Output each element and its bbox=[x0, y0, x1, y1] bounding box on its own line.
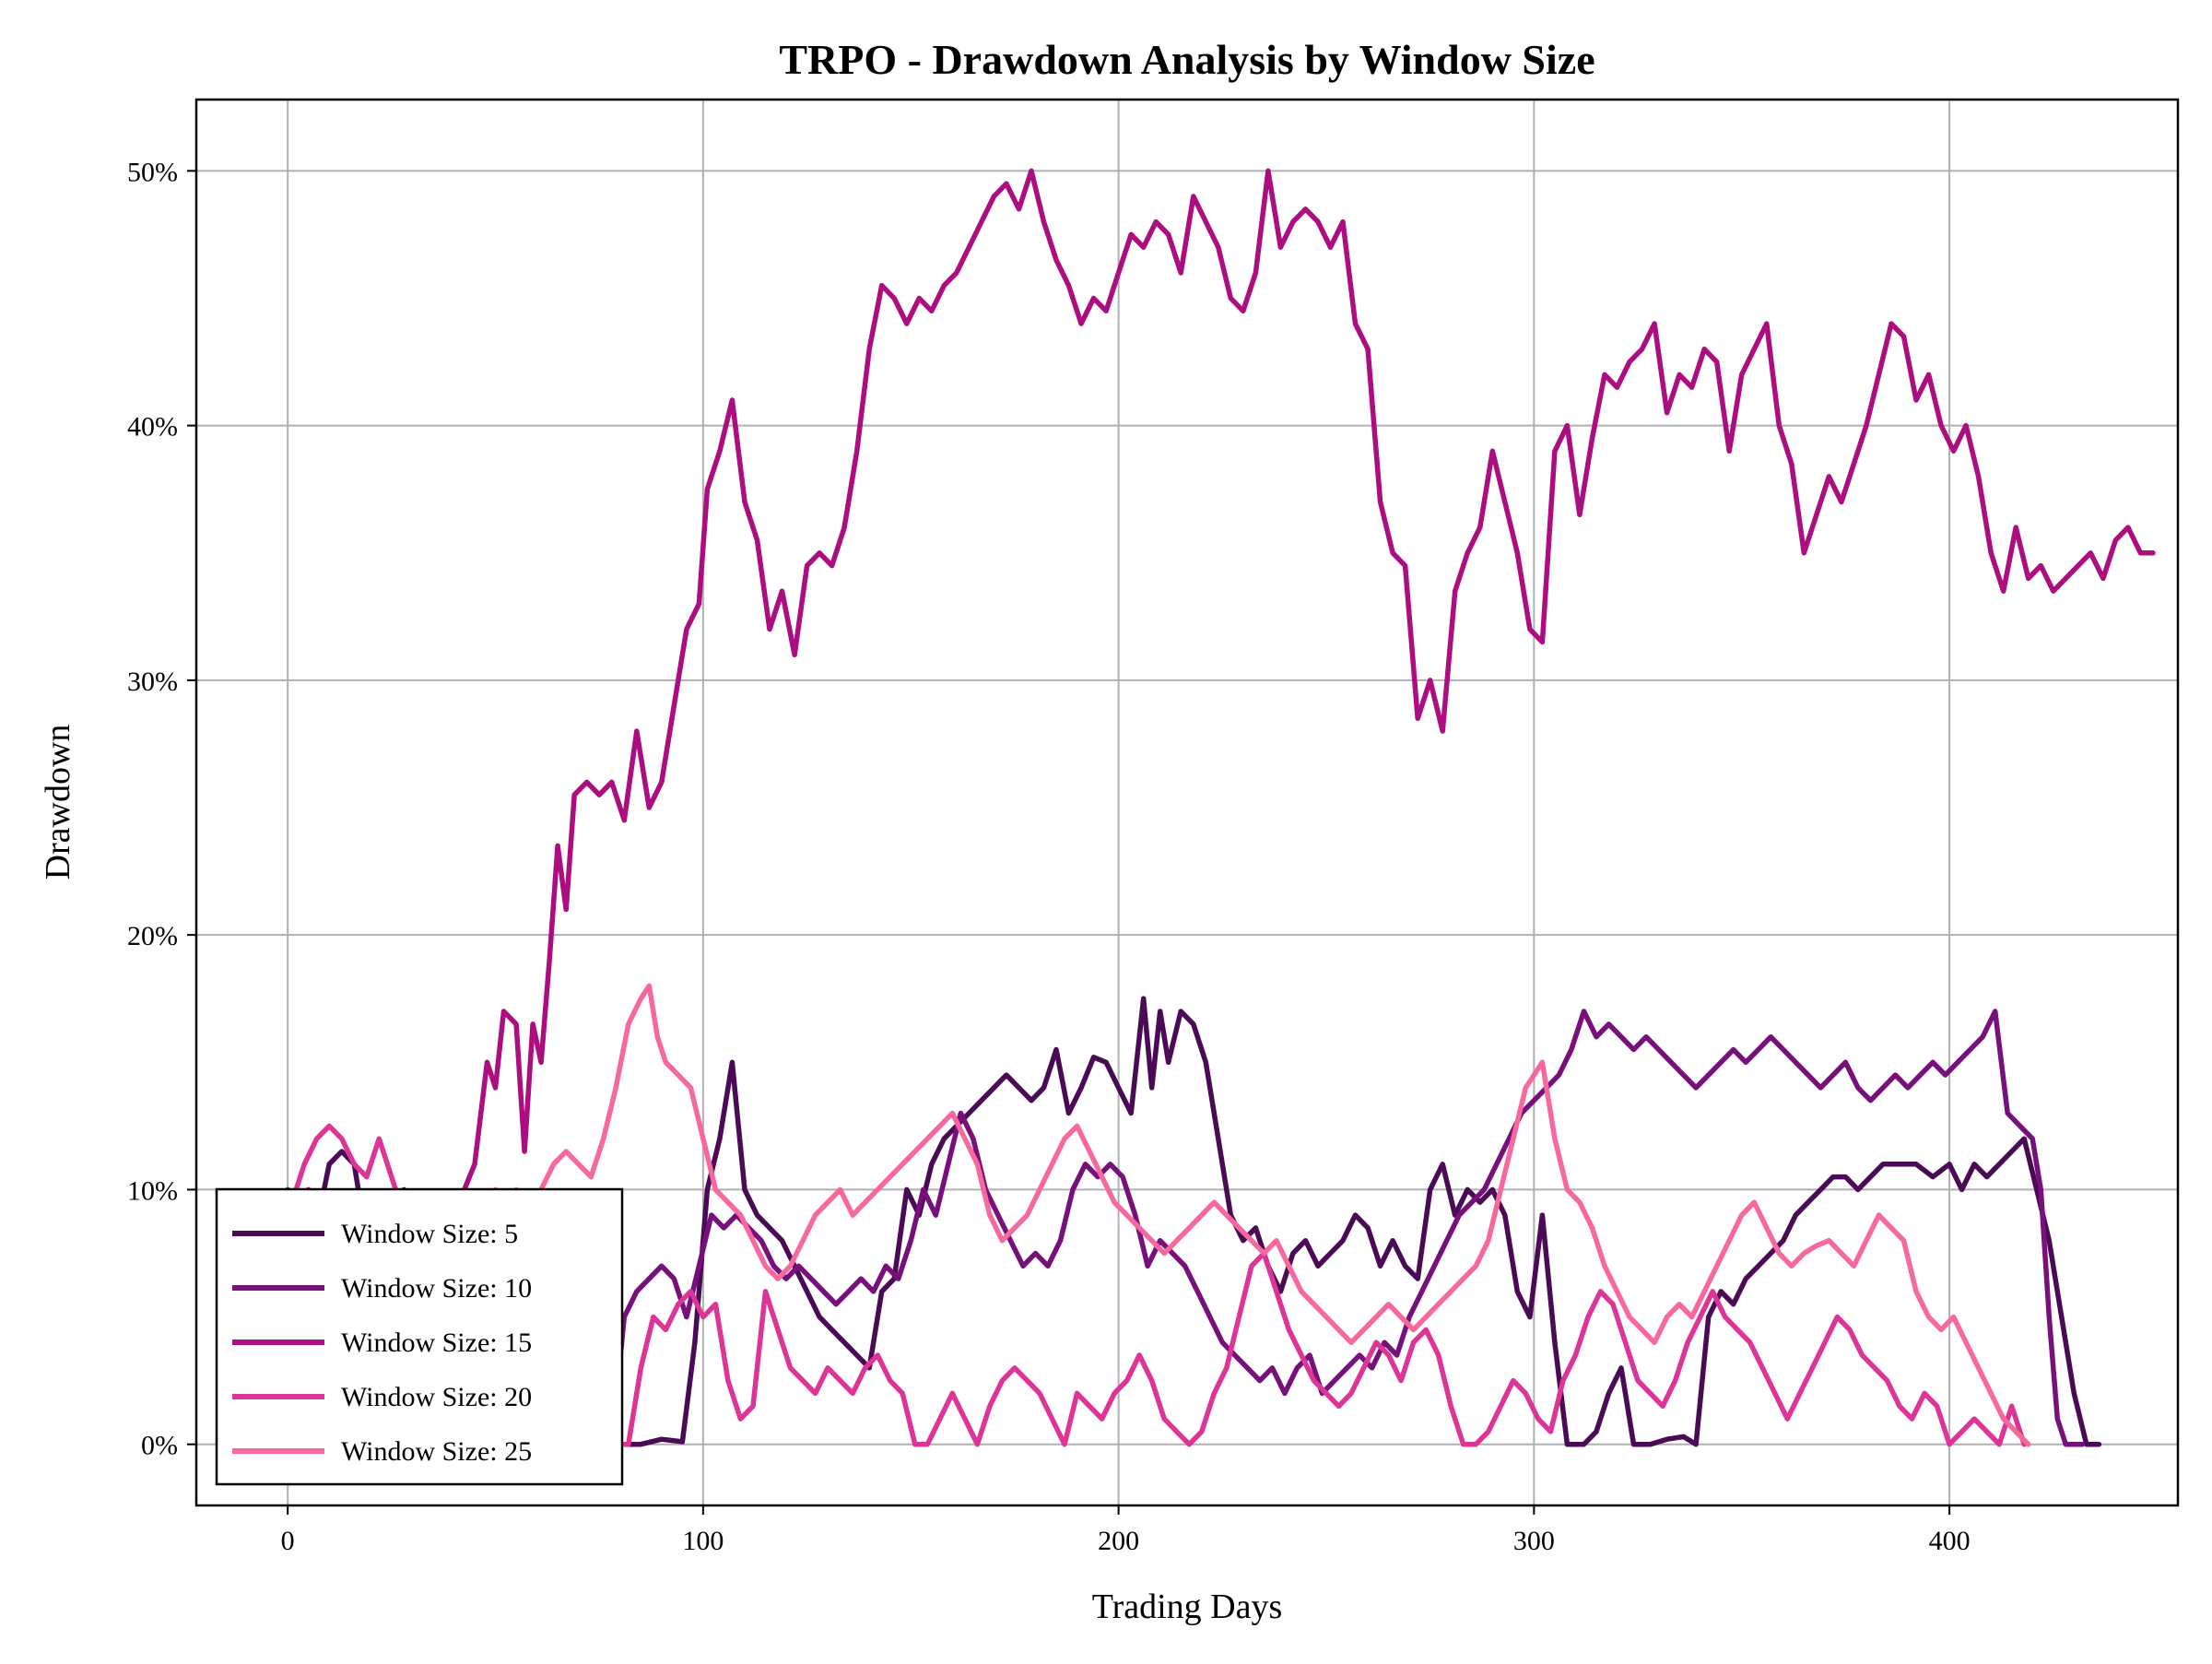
legend-label-5: Window Size: 25 bbox=[341, 1436, 532, 1467]
x-tick-label: 300 bbox=[1513, 1526, 1555, 1556]
series-line-3 bbox=[285, 168, 2156, 1244]
legend: Window Size: 5 Window Size: 10 Window Size… bbox=[215, 1187, 624, 1486]
x-axis-title: Trading Days bbox=[1092, 1587, 1283, 1626]
chart-title: TRPO - Drawdown Analysis by Window Size bbox=[779, 36, 1594, 83]
y-tick-label: 40% bbox=[127, 412, 178, 443]
legend-box bbox=[215, 1187, 624, 1486]
x-tick-label: 200 bbox=[1098, 1526, 1139, 1556]
y-tick-label: 30% bbox=[127, 667, 178, 697]
legend-label-4: Window Size: 20 bbox=[341, 1382, 532, 1412]
y-axis-title: Drawdown bbox=[39, 725, 77, 880]
x-tick-label: 100 bbox=[682, 1526, 724, 1556]
y-tick-label: 0% bbox=[141, 1431, 178, 1461]
x-tick-label: 400 bbox=[1929, 1526, 1971, 1556]
plot-area-frame bbox=[194, 98, 2180, 1507]
axis-ticks: 0 100 200 300 400 0% 10% 20% 30% 40% 50% bbox=[127, 157, 1971, 1556]
series-line-5 bbox=[285, 983, 2031, 1447]
grid-lines bbox=[196, 100, 2178, 1505]
legend-label-2: Window Size: 10 bbox=[341, 1273, 532, 1304]
x-tick-label: 0 bbox=[281, 1526, 295, 1556]
y-tick-label: 20% bbox=[127, 921, 178, 951]
legend-label-3: Window Size: 15 bbox=[341, 1328, 532, 1358]
y-tick-label: 50% bbox=[127, 157, 178, 187]
series-lines bbox=[285, 168, 2156, 1447]
y-tick-label: 10% bbox=[127, 1175, 178, 1206]
legend-label-1: Window Size: 5 bbox=[341, 1219, 518, 1249]
series-line-1 bbox=[285, 996, 2102, 1447]
